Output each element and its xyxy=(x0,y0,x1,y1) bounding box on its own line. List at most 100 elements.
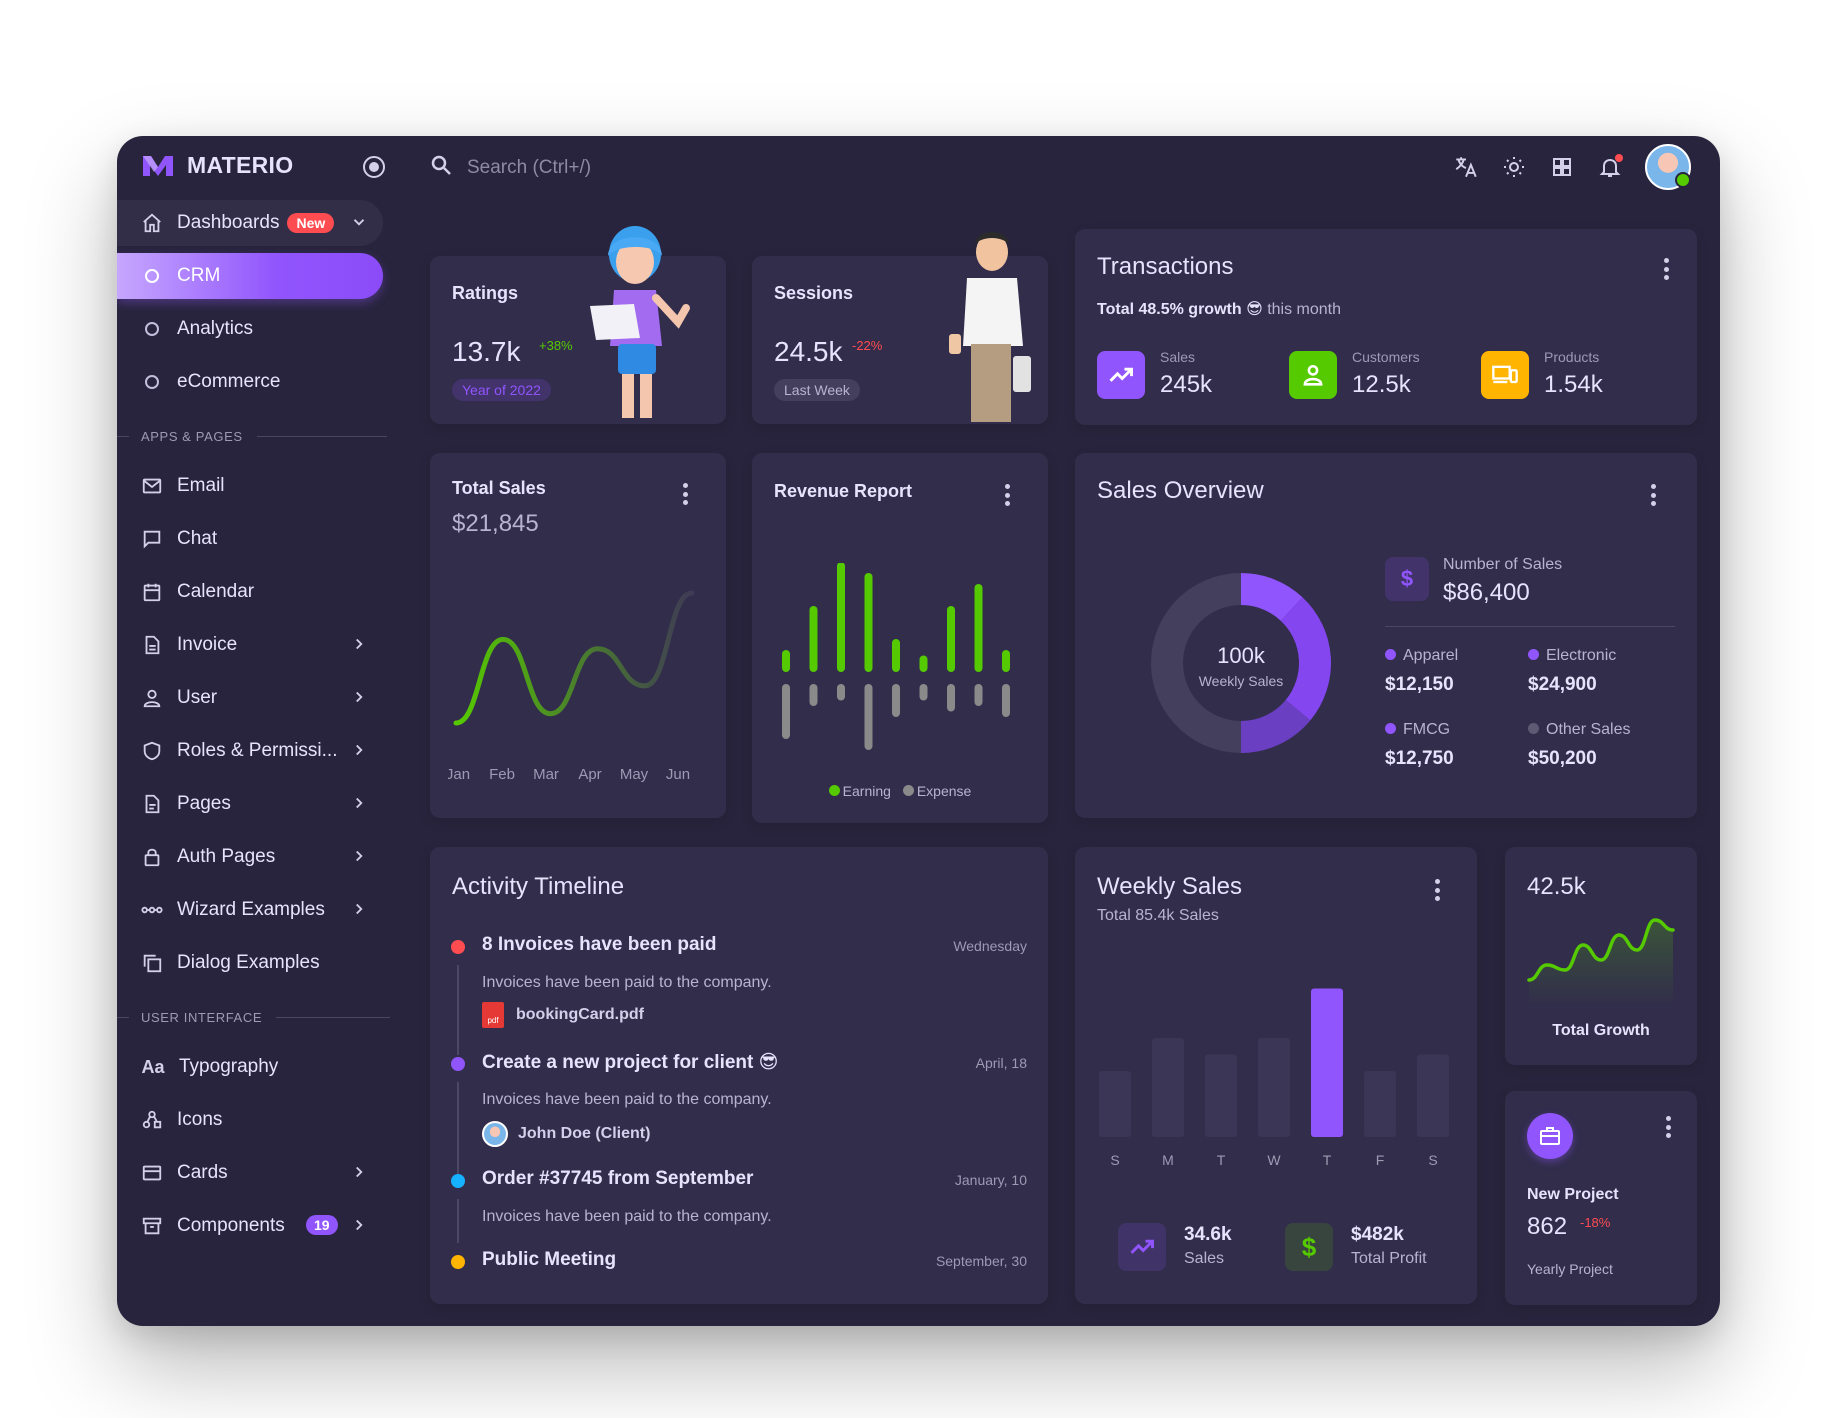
earning-bar xyxy=(947,606,955,672)
sessions-change: -22% xyxy=(852,338,883,353)
sales-line xyxy=(453,590,695,726)
legend-earning: Earning xyxy=(842,783,891,799)
app-window: MATERIO Dashboards New CRM Analytics xyxy=(117,136,1720,1326)
timeline-title: Public Meeting xyxy=(482,1249,617,1270)
timeline-item: Create a new project for client 😎 April,… xyxy=(451,1051,1027,1151)
sidebar-item-user[interactable]: User xyxy=(117,675,390,721)
stat-value: 34.6k xyxy=(1184,1224,1232,1245)
earning-legend-dot xyxy=(828,785,840,796)
timeline-desc: Invoices have been paid to the company. xyxy=(482,1091,772,1108)
more-vertical-icon[interactable] xyxy=(682,483,688,505)
more-vertical-icon[interactable] xyxy=(1650,484,1656,506)
card-title: Transactions xyxy=(1097,253,1234,280)
sessions-value: 24.5k xyxy=(774,336,843,367)
stat-label: Sales xyxy=(1160,349,1196,365)
project-title: New Project xyxy=(1527,1186,1619,1203)
email-icon xyxy=(141,475,163,497)
theme-sun-icon[interactable] xyxy=(1501,154,1527,180)
sidebar-item-wizard-examples[interactable]: Wizard Examples xyxy=(117,887,390,933)
breakdown-label: Electronic xyxy=(1546,647,1617,664)
weekly-sales-card: Weekly Sales Total 85.4k Sales S M T W T F S 3… xyxy=(1075,847,1477,1304)
sidebar-collapse-toggle[interactable] xyxy=(363,156,385,178)
project-change: -18% xyxy=(1580,1215,1611,1230)
attachment-link[interactable]: pdf bookingCard.pdf xyxy=(482,1002,644,1028)
weekly-bar xyxy=(1364,1071,1396,1137)
project-value: 862 xyxy=(1527,1213,1568,1240)
brand[interactable]: MATERIO xyxy=(141,152,293,179)
stat-label: Customers xyxy=(1352,349,1420,365)
sidebar-item-label: Wizard Examples xyxy=(177,899,325,920)
sidebar-item-email[interactable]: Email xyxy=(117,463,390,509)
bell-icon[interactable] xyxy=(1597,154,1623,180)
sidebar-item-pages[interactable]: Pages xyxy=(117,781,390,827)
ratings-change: +38% xyxy=(539,338,573,353)
chevron-right-icon xyxy=(350,635,368,659)
timeline-desc: Invoices have been paid to the company. xyxy=(482,974,772,991)
card-title: Ratings xyxy=(452,283,519,303)
timeline-dot xyxy=(451,1174,465,1188)
sidebar-item-auth-pages[interactable]: Auth Pages xyxy=(117,834,390,880)
lock-icon xyxy=(141,846,163,868)
card-title: Weekly Sales xyxy=(1097,873,1242,900)
search-bar[interactable]: Search (Ctrl+/) xyxy=(429,153,591,183)
legend-dot xyxy=(1528,649,1539,660)
sidebar-item-typography[interactable]: Aa Typography xyxy=(117,1044,390,1090)
search-placeholder: Search (Ctrl+/) xyxy=(467,157,592,178)
sidebar-nav: Dashboards New CRM Analytics eCommerce A… xyxy=(117,200,390,1256)
timeline-dot xyxy=(451,940,465,954)
earning-bar xyxy=(864,573,873,672)
ratings-value: 13.7k xyxy=(452,336,521,367)
weekly-bar xyxy=(1205,1054,1237,1137)
sidebar-item-label: Invoice xyxy=(177,634,238,655)
sidebar-item-analytics[interactable]: Analytics xyxy=(117,306,390,352)
weekly-bar xyxy=(1152,1038,1184,1137)
more-vertical-icon[interactable] xyxy=(1665,1116,1671,1138)
timeline-item: Public Meeting September, 30 xyxy=(451,1249,1027,1279)
stat-label: Total Profit xyxy=(1351,1250,1427,1267)
legend-dot xyxy=(1385,649,1396,660)
apps-grid-icon[interactable] xyxy=(1549,154,1575,180)
file-document-icon xyxy=(141,634,163,656)
topbar-actions xyxy=(1453,144,1691,190)
earning-bar xyxy=(837,563,845,672)
section-label: USER INTERFACE xyxy=(141,1009,263,1025)
copy-icon xyxy=(141,952,163,974)
translate-icon[interactable] xyxy=(1453,154,1479,180)
sidebar-item-crm[interactable]: CRM xyxy=(117,253,383,299)
avatar xyxy=(482,1121,508,1147)
user-icon xyxy=(141,687,163,709)
donut-slice xyxy=(1280,597,1331,721)
ratings-chip: Year of 2022 xyxy=(452,379,551,401)
chevron-right-icon xyxy=(350,1216,368,1240)
sidebar-item-dashboards[interactable]: Dashboards New xyxy=(117,200,383,246)
x-tick-label: Apr xyxy=(578,766,601,783)
sidebar-item-dialog-examples[interactable]: Dialog Examples xyxy=(117,940,390,986)
more-vertical-icon[interactable] xyxy=(1004,484,1010,506)
sidebar-item-calendar[interactable]: Calendar xyxy=(117,569,390,615)
sidebar-item-components[interactable]: Components 19 xyxy=(117,1203,390,1249)
sidebar-item-ecommerce[interactable]: eCommerce xyxy=(117,359,390,405)
expense-bar xyxy=(892,684,900,717)
timeline-date: January, 10 xyxy=(954,1172,1027,1188)
sidebar-item-roles[interactable]: Roles & Permissi... xyxy=(117,728,390,774)
sidebar-item-cards[interactable]: Cards xyxy=(117,1150,390,1196)
trending-up-icon xyxy=(1118,1223,1166,1271)
client-person[interactable]: John Doe (Client) xyxy=(482,1121,650,1147)
chevron-right-icon xyxy=(350,900,368,924)
donut-slice xyxy=(1241,699,1311,753)
sidebar-item-label: CRM xyxy=(177,265,221,286)
timeline-connector xyxy=(457,1082,459,1174)
more-vertical-icon[interactable] xyxy=(1663,258,1669,280)
user-avatar[interactable] xyxy=(1645,144,1691,190)
sidebar-item-invoice[interactable]: Invoice xyxy=(117,622,390,668)
sidebar-item-icons[interactable]: Icons xyxy=(117,1097,390,1143)
sidebar-item-chat[interactable]: Chat xyxy=(117,516,390,562)
sidebar-item-label: Typography xyxy=(179,1056,279,1077)
timeline-date: Wednesday xyxy=(953,938,1027,954)
shapes-icon xyxy=(141,1109,163,1131)
earning-bar xyxy=(919,655,928,672)
circle-icon xyxy=(145,375,159,389)
ratings-card: Ratings 13.7k +38% Year of 2022 xyxy=(430,226,726,424)
card-title: Sales Overview xyxy=(1097,477,1264,504)
more-vertical-icon[interactable] xyxy=(1434,879,1440,901)
